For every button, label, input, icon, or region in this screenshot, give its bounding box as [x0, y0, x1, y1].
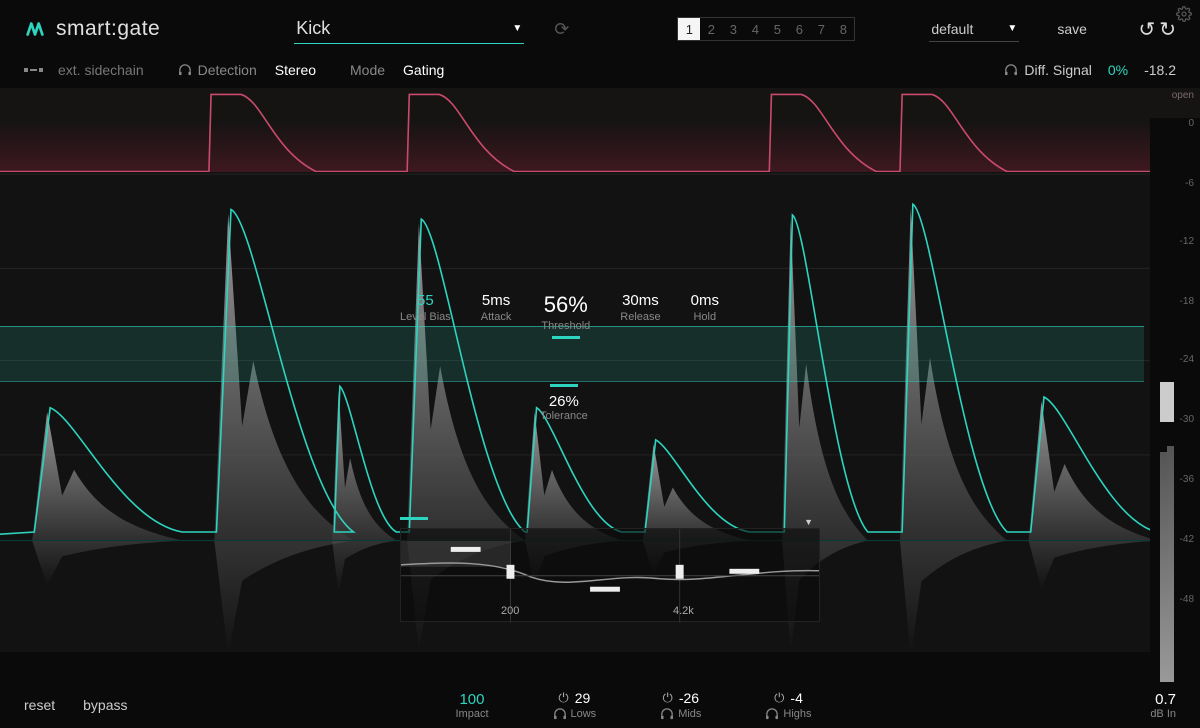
top-bar: smart:gate Kick ▼ ⟳ 12345678 default ▼ s… — [0, 0, 1200, 52]
meter-tick: -24 — [1180, 354, 1194, 365]
chevron-down-icon: ▼ — [1007, 23, 1017, 34]
power-icon[interactable]: ⏻ — [774, 690, 784, 706]
slot-5[interactable]: 5 — [766, 18, 788, 40]
slot-2[interactable]: 2 — [700, 18, 722, 40]
main-visualization[interactable]: 100%75%50%25% 55 Level Bias 5ms Attack 5… — [0, 172, 1200, 652]
meter-tick: -30 — [1180, 414, 1194, 425]
hold-param[interactable]: 0ms Hold — [691, 292, 719, 339]
logo: smart:gate — [24, 17, 160, 41]
reset-button[interactable]: reset — [24, 697, 55, 713]
bottom-bar: reset bypass 100 Impact ⏻29 Lows ⏻-26 Mi… — [0, 682, 1200, 728]
visualization-area: open closed 100%75%50%25% 55 Level Bias … — [0, 88, 1200, 656]
refresh-icon[interactable]: ⟳ — [554, 19, 569, 40]
logo-text: smart:gate — [56, 17, 160, 41]
sidechain-label[interactable]: ext. sidechain — [58, 62, 144, 78]
gate-curve — [0, 88, 1200, 172]
parameter-row: 55 Level Bias 5ms Attack 56% Threshold 3… — [400, 292, 719, 339]
meter-tick: -18 — [1180, 296, 1194, 307]
eq-curve — [401, 529, 819, 623]
highs-band[interactable]: ⏻-4 Highs — [765, 690, 811, 720]
meter-bar — [1160, 382, 1174, 682]
mode-value[interactable]: Gating — [403, 62, 444, 78]
threshold-param[interactable]: 56% Threshold — [541, 292, 590, 339]
chevron-down-icon: ▼ — [512, 23, 522, 34]
bank-name: default — [931, 21, 973, 37]
meter-tick: -36 — [1180, 474, 1194, 485]
diff-signal-label[interactable]: Diff. Signal — [1004, 62, 1091, 78]
meter-tick: -12 — [1180, 236, 1194, 247]
power-icon[interactable]: ⏻ — [663, 690, 673, 706]
open-label: open — [1172, 90, 1194, 101]
preset-dropdown[interactable]: Kick ▼ — [294, 14, 524, 44]
undo-icon[interactable]: ↺ — [1138, 17, 1155, 42]
bypass-button[interactable]: bypass — [83, 697, 127, 713]
impact-param[interactable]: 100 Impact — [455, 691, 488, 720]
slot-1[interactable]: 1 — [678, 18, 700, 40]
db-in-param[interactable]: 0.7 dB In — [1150, 691, 1176, 720]
slot-8[interactable]: 8 — [832, 18, 854, 40]
headphones-icon — [1004, 64, 1018, 76]
bank-dropdown[interactable]: default ▼ — [929, 17, 1019, 42]
meter-tick: -42 — [1180, 534, 1194, 545]
logo-icon — [24, 18, 46, 40]
undo-redo: ↺ ↻ — [1138, 17, 1176, 42]
diff-db: -18.2 — [1144, 62, 1176, 78]
freq-hi: 4.2k — [673, 605, 694, 617]
preset-name: Kick — [296, 18, 502, 39]
meter-tick: 0 — [1188, 118, 1194, 129]
release-param[interactable]: 30ms Release — [620, 292, 660, 339]
chevron-down-icon[interactable]: ▼ — [804, 517, 813, 527]
sub-bar: ext. sidechain Detection Stereo Mode Gat… — [0, 52, 1200, 88]
headphones-icon — [178, 64, 192, 76]
slot-7[interactable]: 7 — [810, 18, 832, 40]
redo-icon[interactable]: ↻ — [1159, 17, 1176, 42]
output-meter: 0 -6 -12 -18 -24 -30 -36 -42 -48 — [1150, 118, 1200, 728]
slot-selector: 12345678 — [677, 17, 855, 41]
gate-state-strip: open closed — [0, 88, 1200, 172]
meter-tick: -48 — [1180, 594, 1194, 605]
freq-lo: 200 — [501, 605, 519, 617]
scroll-indicator[interactable] — [400, 517, 440, 523]
eq-panel[interactable]: ▼ 200 4.2k — [400, 528, 820, 622]
power-icon[interactable]: ⏻ — [558, 690, 568, 706]
detection-label: Detection — [178, 62, 257, 78]
sidechain-icon[interactable] — [24, 65, 44, 75]
level-bias-param[interactable]: 55 Level Bias — [400, 292, 451, 339]
mode-label: Mode — [350, 62, 385, 78]
meter-tick: -6 — [1185, 178, 1194, 189]
slot-3[interactable]: 3 — [722, 18, 744, 40]
slot-4[interactable]: 4 — [744, 18, 766, 40]
settings-gear-icon[interactable] — [1176, 6, 1192, 27]
slot-6[interactable]: 6 — [788, 18, 810, 40]
diff-pct[interactable]: 0% — [1108, 62, 1128, 78]
mids-band[interactable]: ⏻-26 Mids — [660, 690, 701, 720]
tolerance-param[interactable]: 26% Tolerance — [540, 384, 588, 422]
save-button[interactable]: save — [1057, 21, 1087, 37]
lows-band[interactable]: ⏻29 Lows — [553, 690, 597, 720]
attack-param[interactable]: 5ms Attack — [481, 292, 512, 339]
detection-value[interactable]: Stereo — [275, 62, 316, 78]
